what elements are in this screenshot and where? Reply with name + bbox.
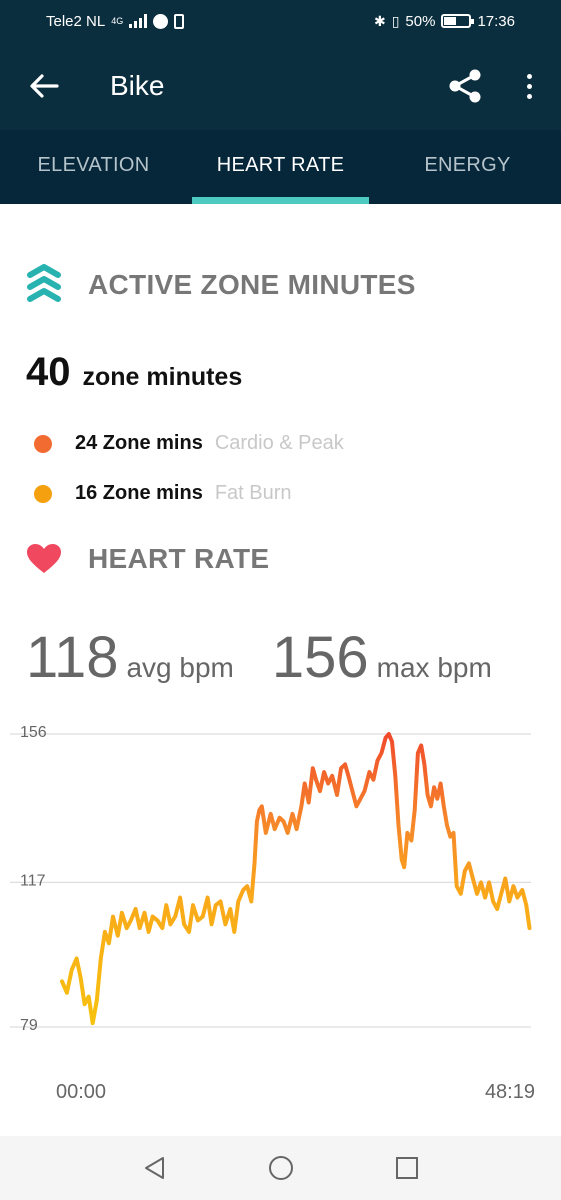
avg-bpm-value: 118 xyxy=(26,625,119,690)
back-button[interactable] xyxy=(26,68,62,104)
active-zone-header: ACTIVE ZONE MINUTES xyxy=(0,262,561,308)
heart-icon xyxy=(27,544,61,573)
heart-rate-chart: 156 117 79 00:00 48:19 xyxy=(10,724,535,1103)
page-title: Bike xyxy=(110,70,165,101)
spotify-icon xyxy=(153,13,169,29)
status-bar: Tele2 NL 4G ✱ ▯ 50% 17:36 xyxy=(0,0,561,42)
tab-elevation[interactable]: ELEVATION xyxy=(37,153,150,176)
heart-rate-header: HEART RATE xyxy=(0,536,561,582)
battery-icon xyxy=(441,14,475,28)
nav-home-button[interactable] xyxy=(268,1155,294,1181)
zone-minutes-total: 40 zone minutes xyxy=(26,350,242,395)
y-tick-label: 117 xyxy=(20,873,46,890)
max-bpm-value: 156 xyxy=(271,625,369,690)
nav-recents-button[interactable] xyxy=(394,1155,420,1181)
vibrate-icon: ▯ xyxy=(391,12,400,29)
clock: 17:36 xyxy=(477,12,515,30)
cardio-peak-dot-icon xyxy=(34,434,52,453)
tab-bar: ELEVATION HEART RATE ENERGY xyxy=(0,130,561,204)
overflow-menu-button[interactable] xyxy=(519,68,539,104)
y-tick-label: 79 xyxy=(20,1017,38,1034)
active-zone-minutes-icon xyxy=(27,264,61,302)
zone-row-cardio-peak: 24 Zone mins Cardio & Peak xyxy=(34,432,344,455)
network-label: 4G xyxy=(111,16,124,26)
max-bpm-unit: max bpm xyxy=(376,652,492,683)
zone-row-fat-burn: 16 Zone mins Fat Burn xyxy=(34,482,292,505)
app-bar: Bike xyxy=(0,42,561,130)
more-dots-icon xyxy=(526,73,532,79)
heart-rate-line xyxy=(60,732,532,1026)
y-tick-label: 156 xyxy=(20,724,47,741)
heart-rate-title: HEART RATE xyxy=(88,543,270,574)
system-nav-bar xyxy=(0,1136,561,1200)
fat-burn-label: Fat Burn xyxy=(214,482,292,504)
x-start-label: 00:00 xyxy=(56,1081,106,1103)
tab-heart-rate[interactable]: HEART RATE xyxy=(187,130,374,204)
notification-icon xyxy=(174,13,185,29)
active-zone-title: ACTIVE ZONE MINUTES xyxy=(88,269,416,300)
carrier-label: Tele2 NL xyxy=(46,12,106,30)
nav-back-button[interactable] xyxy=(142,1155,168,1181)
avg-bpm-unit: avg bpm xyxy=(126,652,234,683)
battery-percent: 50% xyxy=(405,12,436,30)
fat-burn-value: 16 Zone mins xyxy=(75,482,203,504)
share-icon xyxy=(449,69,481,103)
arrow-left-icon xyxy=(30,74,59,98)
zone-minutes-label: zone minutes xyxy=(82,363,243,391)
share-button[interactable] xyxy=(445,66,485,106)
fat-burn-dot-icon xyxy=(34,484,52,503)
heart-rate-stats: 118 avg bpm 156 max bpm xyxy=(26,624,492,691)
x-end-label: 48:19 xyxy=(485,1081,535,1103)
zone-minutes-value: 40 xyxy=(26,350,71,394)
cardio-peak-value: 24 Zone mins xyxy=(75,432,203,454)
bluetooth-icon: ✱ xyxy=(373,12,386,29)
tab-energy[interactable]: ENERGY xyxy=(424,153,511,176)
signal-icon xyxy=(129,14,148,28)
cardio-peak-label: Cardio & Peak xyxy=(214,432,344,454)
